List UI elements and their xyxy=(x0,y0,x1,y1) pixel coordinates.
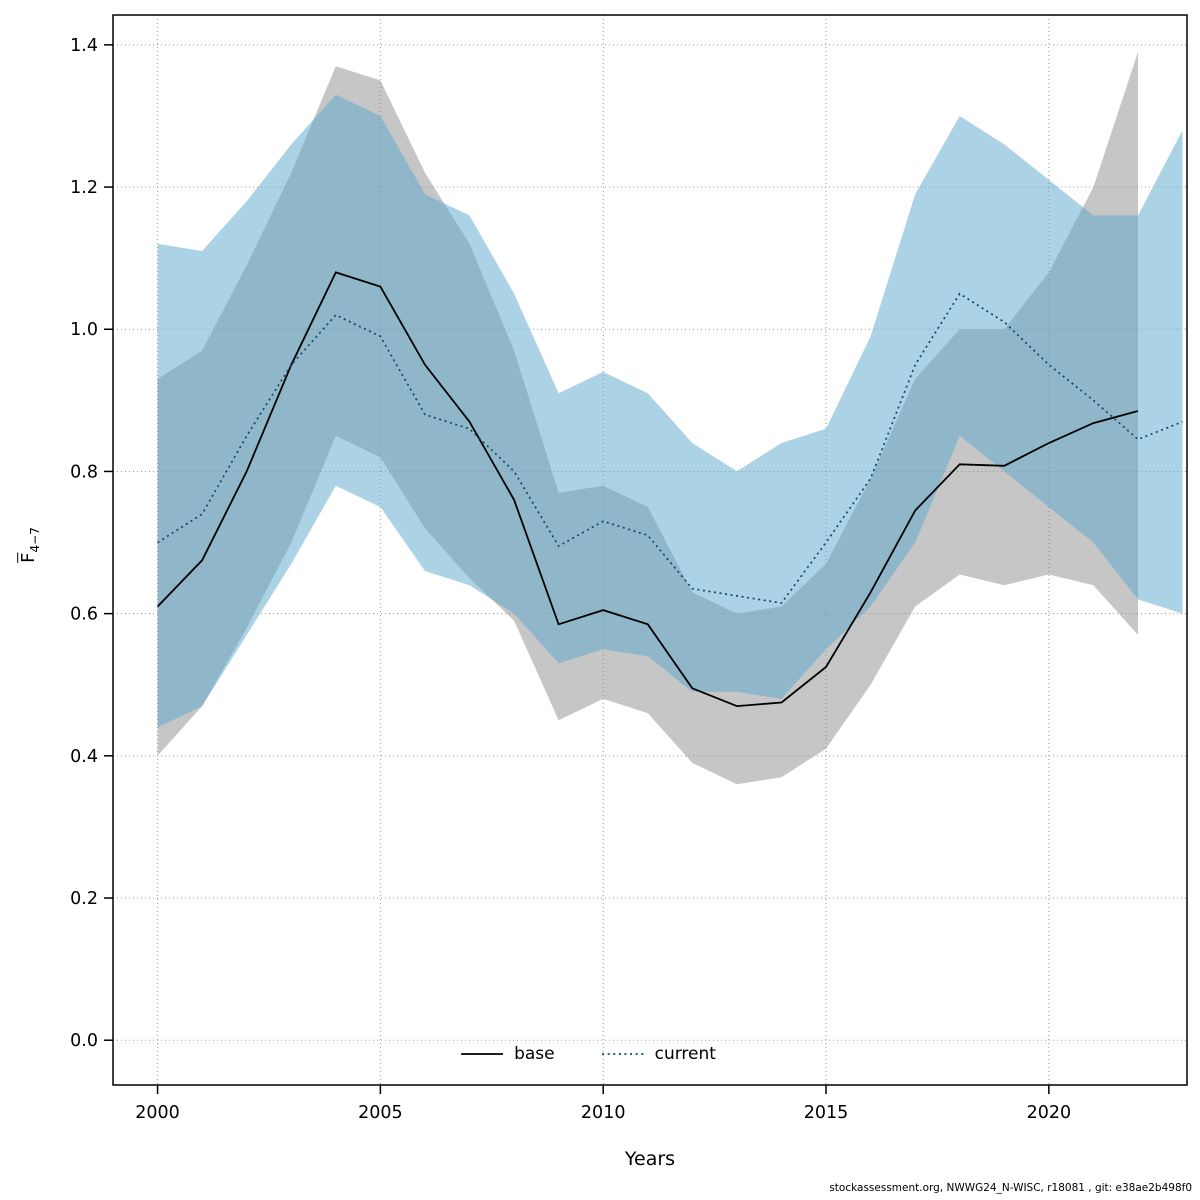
y-tick-label: 1.2 xyxy=(70,178,98,198)
y-tick-label: 0.2 xyxy=(70,889,98,909)
y-axis-label: F4−7 xyxy=(18,527,42,563)
y-axis-label-letter: F xyxy=(18,552,40,563)
y-tick-label: 0.0 xyxy=(70,1031,98,1051)
x-axis-label: Years xyxy=(624,1148,676,1170)
y-tick-label: 1.0 xyxy=(70,320,98,340)
footer-caption: stockassessment.org, NWWG24_N-WISC, r180… xyxy=(829,1182,1192,1194)
x-tick-label: 2020 xyxy=(1027,1103,1072,1123)
x-tick-label: 2010 xyxy=(581,1103,626,1123)
x-tick-label: 2005 xyxy=(358,1103,403,1123)
y-axis-label-subscript: 4−7 xyxy=(27,527,42,553)
x-tick-label: 2015 xyxy=(804,1103,849,1123)
legend-item-base: base xyxy=(460,1044,555,1064)
legend-line-base-icon xyxy=(461,1053,504,1055)
legend: base current xyxy=(460,1044,716,1064)
confidence-band-current xyxy=(157,94,1183,728)
x-tick-label: 2000 xyxy=(135,1103,180,1123)
legend-label-base: base xyxy=(514,1044,555,1064)
y-tick-label: 0.4 xyxy=(70,747,98,767)
y-tick-label: 0.6 xyxy=(70,605,98,625)
plot-frame xyxy=(112,14,1188,1086)
series-line-base xyxy=(156,271,1139,708)
legend-line-current-icon xyxy=(601,1053,644,1055)
legend-label-current: current xyxy=(654,1044,716,1064)
y-tick-label: 1.4 xyxy=(70,36,98,56)
y-tick-label: 0.8 xyxy=(70,462,98,482)
legend-item-current: current xyxy=(601,1044,716,1064)
